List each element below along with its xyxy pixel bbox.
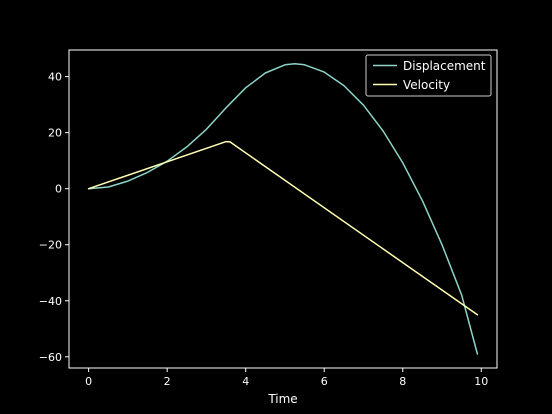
y-tick-label: −40 <box>39 295 62 308</box>
x-tick-label: 2 <box>164 375 171 388</box>
axes: 0 2 4 6 8 10 40 20 0 −20 −40 −60 <box>39 49 498 388</box>
x-tick-label: 10 <box>474 375 488 388</box>
plot-area <box>87 62 479 355</box>
x-tick-label: 6 <box>321 375 328 388</box>
y-tick-label: −60 <box>39 351 62 364</box>
legend: Displacement Velocity <box>365 54 492 97</box>
x-tick-label: 0 <box>85 375 92 388</box>
x-tick-label: 4 <box>242 375 249 388</box>
x-axis-label: Time <box>267 392 297 406</box>
legend-label-displacement: Displacement <box>403 59 486 73</box>
y-tick-label: −20 <box>39 239 62 252</box>
series-line-displacement <box>87 62 479 355</box>
legend-box <box>365 54 492 97</box>
y-tick-label: 0 <box>55 183 62 196</box>
x-tick-label: 8 <box>399 375 406 388</box>
y-tick-label: 40 <box>48 71 62 84</box>
legend-label-velocity: Velocity <box>403 78 450 92</box>
axes-frame <box>68 49 498 369</box>
series-line-velocity <box>87 140 479 316</box>
y-tick-label: 20 <box>48 127 62 140</box>
